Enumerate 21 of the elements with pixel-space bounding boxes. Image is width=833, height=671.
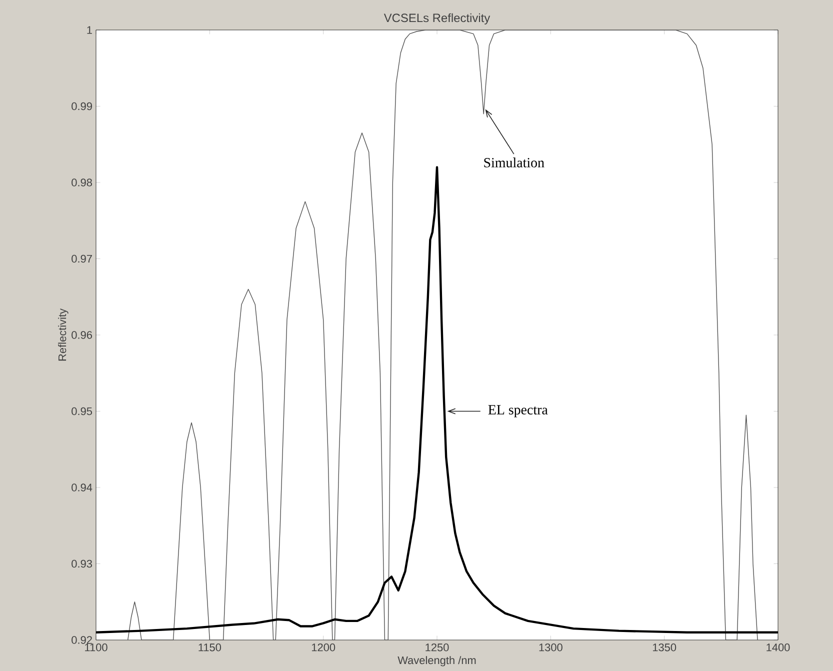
y-tick-label: 0.95 [72,407,92,416]
x-tick-label: 1300 [539,644,562,652]
x-tick-label: 1150 [198,644,222,652]
chart-title: VCSELs Reflectivity [384,13,490,24]
annotation: Simulation [484,158,544,168]
x-axis-title: Wavelength /nm [398,656,476,666]
y-tick-label: 1 [87,26,92,34]
y-axis-title: Reflectivity [58,308,68,361]
y-tick-label: 0.96 [72,331,92,339]
y-tick-label: 0.97 [72,254,92,263]
y-tick-label: 0.99 [72,102,92,110]
y-tick-label: 0.92 [72,636,92,644]
x-tick-label: 1350 [652,644,676,652]
y-tick-label: 0.94 [72,484,92,492]
x-tick-label: 1200 [312,644,336,652]
y-tick-label: 0.93 [72,560,92,568]
x-tick-label: 1100 [85,644,108,652]
x-tick-label: 1400 [766,644,790,652]
annotation: EL spectra [488,405,548,418]
x-tick-label: 1250 [426,644,449,652]
y-tick-label: 0.98 [72,178,92,186]
